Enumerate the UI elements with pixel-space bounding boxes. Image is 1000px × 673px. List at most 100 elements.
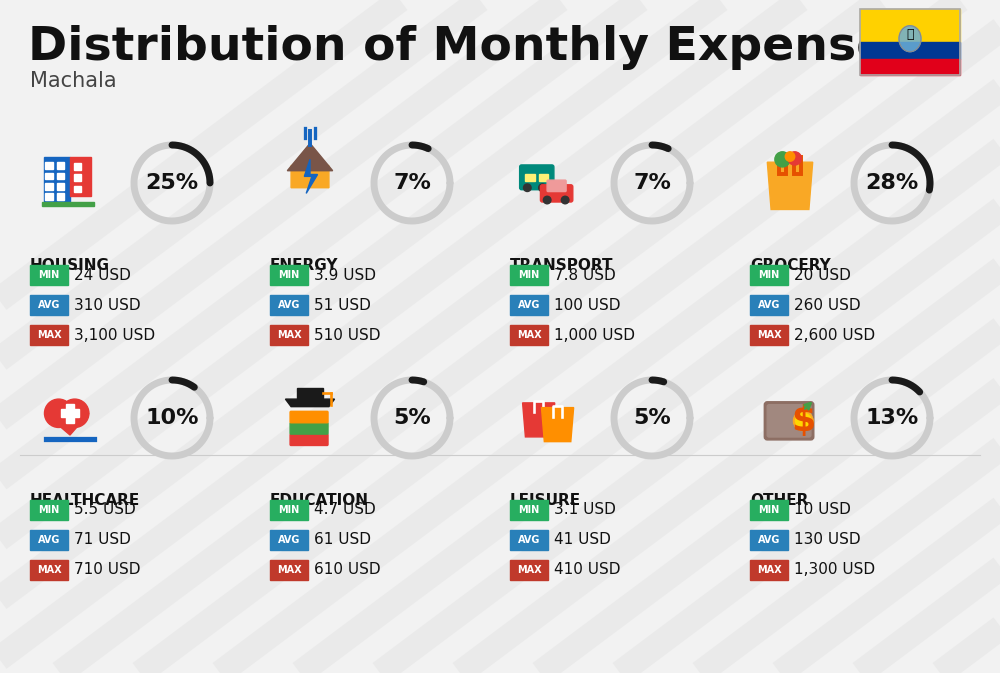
Bar [750, 530, 788, 550]
Bar [750, 560, 788, 580]
Bar [510, 295, 548, 315]
Text: MIN: MIN [38, 505, 60, 515]
Text: AVG: AVG [518, 300, 540, 310]
Text: 2,600 USD: 2,600 USD [794, 328, 875, 343]
Text: MAX: MAX [517, 565, 541, 575]
Polygon shape [523, 403, 555, 437]
Bar [270, 265, 308, 285]
Text: MAX: MAX [277, 565, 301, 575]
Bar [270, 325, 308, 345]
Text: MIN: MIN [518, 505, 540, 515]
Bar [510, 500, 548, 520]
Text: 510 USD: 510 USD [314, 328, 380, 343]
Ellipse shape [899, 26, 921, 52]
Text: 71 USD: 71 USD [74, 532, 131, 548]
Bar [45, 172, 53, 179]
Text: 260 USD: 260 USD [794, 297, 861, 312]
FancyBboxPatch shape [767, 404, 811, 437]
Text: 100 USD: 100 USD [554, 297, 620, 312]
Text: 4.7 USD: 4.7 USD [314, 503, 376, 518]
Text: 7.8 USD: 7.8 USD [554, 267, 616, 283]
Text: 130 USD: 130 USD [794, 532, 861, 548]
Polygon shape [44, 413, 89, 435]
FancyBboxPatch shape [764, 402, 814, 440]
Bar [510, 265, 548, 285]
Text: ENERGY: ENERGY [270, 258, 338, 273]
Bar [44, 157, 70, 204]
Text: 1,300 USD: 1,300 USD [794, 563, 875, 577]
Bar [510, 560, 548, 580]
Circle shape [539, 184, 546, 192]
Text: Machala: Machala [30, 71, 117, 91]
Bar [74, 163, 81, 170]
Bar [42, 202, 94, 206]
Text: AVG: AVG [38, 300, 60, 310]
Bar [57, 193, 64, 200]
Bar [45, 183, 53, 190]
Text: AVG: AVG [38, 535, 60, 545]
Text: AVG: AVG [758, 300, 780, 310]
Polygon shape [287, 143, 333, 171]
FancyBboxPatch shape [290, 434, 328, 446]
Text: MIN: MIN [278, 505, 300, 515]
Bar [57, 183, 64, 190]
Text: AVG: AVG [278, 535, 300, 545]
Text: 🦅: 🦅 [906, 28, 914, 40]
Circle shape [543, 197, 551, 204]
Text: AVG: AVG [278, 300, 300, 310]
Bar [30, 530, 68, 550]
Text: 3,100 USD: 3,100 USD [74, 328, 155, 343]
Circle shape [788, 152, 801, 165]
Bar [30, 560, 68, 580]
Bar [30, 265, 68, 285]
Bar [74, 186, 81, 192]
Text: AVG: AVG [758, 535, 780, 545]
Text: 5.5 USD: 5.5 USD [74, 503, 136, 518]
Text: 25%: 25% [145, 173, 199, 193]
Text: 10%: 10% [145, 408, 199, 428]
Text: 710 USD: 710 USD [74, 563, 140, 577]
Bar [270, 295, 308, 315]
Bar [525, 174, 535, 181]
Bar [57, 162, 64, 169]
Bar [510, 530, 548, 550]
Text: OTHER: OTHER [750, 493, 808, 508]
Text: MAX: MAX [37, 565, 61, 575]
Text: AVG: AVG [518, 535, 540, 545]
Bar [750, 500, 788, 520]
FancyBboxPatch shape [290, 411, 328, 423]
Bar [794, 157, 801, 174]
Text: 51 USD: 51 USD [314, 297, 371, 312]
Text: 1,000 USD: 1,000 USD [554, 328, 635, 343]
Circle shape [524, 184, 531, 192]
Text: LEISURE: LEISURE [510, 493, 581, 508]
Circle shape [44, 399, 73, 427]
Text: Distribution of Monthly Expenses: Distribution of Monthly Expenses [28, 25, 916, 70]
Text: 7%: 7% [393, 173, 431, 193]
Text: HEALTHCARE: HEALTHCARE [30, 493, 140, 508]
Text: MIN: MIN [278, 270, 300, 280]
Bar [66, 404, 74, 423]
Text: 3.1 USD: 3.1 USD [554, 503, 616, 518]
Text: 24 USD: 24 USD [74, 267, 131, 283]
Text: $: $ [791, 404, 815, 438]
FancyBboxPatch shape [520, 165, 554, 190]
Bar [70, 157, 91, 197]
Text: 5%: 5% [633, 408, 671, 428]
Polygon shape [304, 160, 318, 193]
Bar [750, 325, 788, 345]
Text: 10 USD: 10 USD [794, 503, 851, 518]
Text: MIN: MIN [38, 270, 60, 280]
Bar [860, 9, 960, 42]
Text: 3.9 USD: 3.9 USD [314, 267, 376, 283]
Text: EDUCATION: EDUCATION [270, 493, 369, 508]
Bar [779, 157, 786, 174]
Text: 610 USD: 610 USD [314, 563, 381, 577]
Bar [539, 174, 548, 181]
Bar [30, 500, 68, 520]
Bar [270, 530, 308, 550]
Bar [45, 193, 53, 200]
Text: MIN: MIN [518, 270, 540, 280]
Circle shape [61, 399, 89, 427]
Text: 20 USD: 20 USD [794, 267, 851, 283]
